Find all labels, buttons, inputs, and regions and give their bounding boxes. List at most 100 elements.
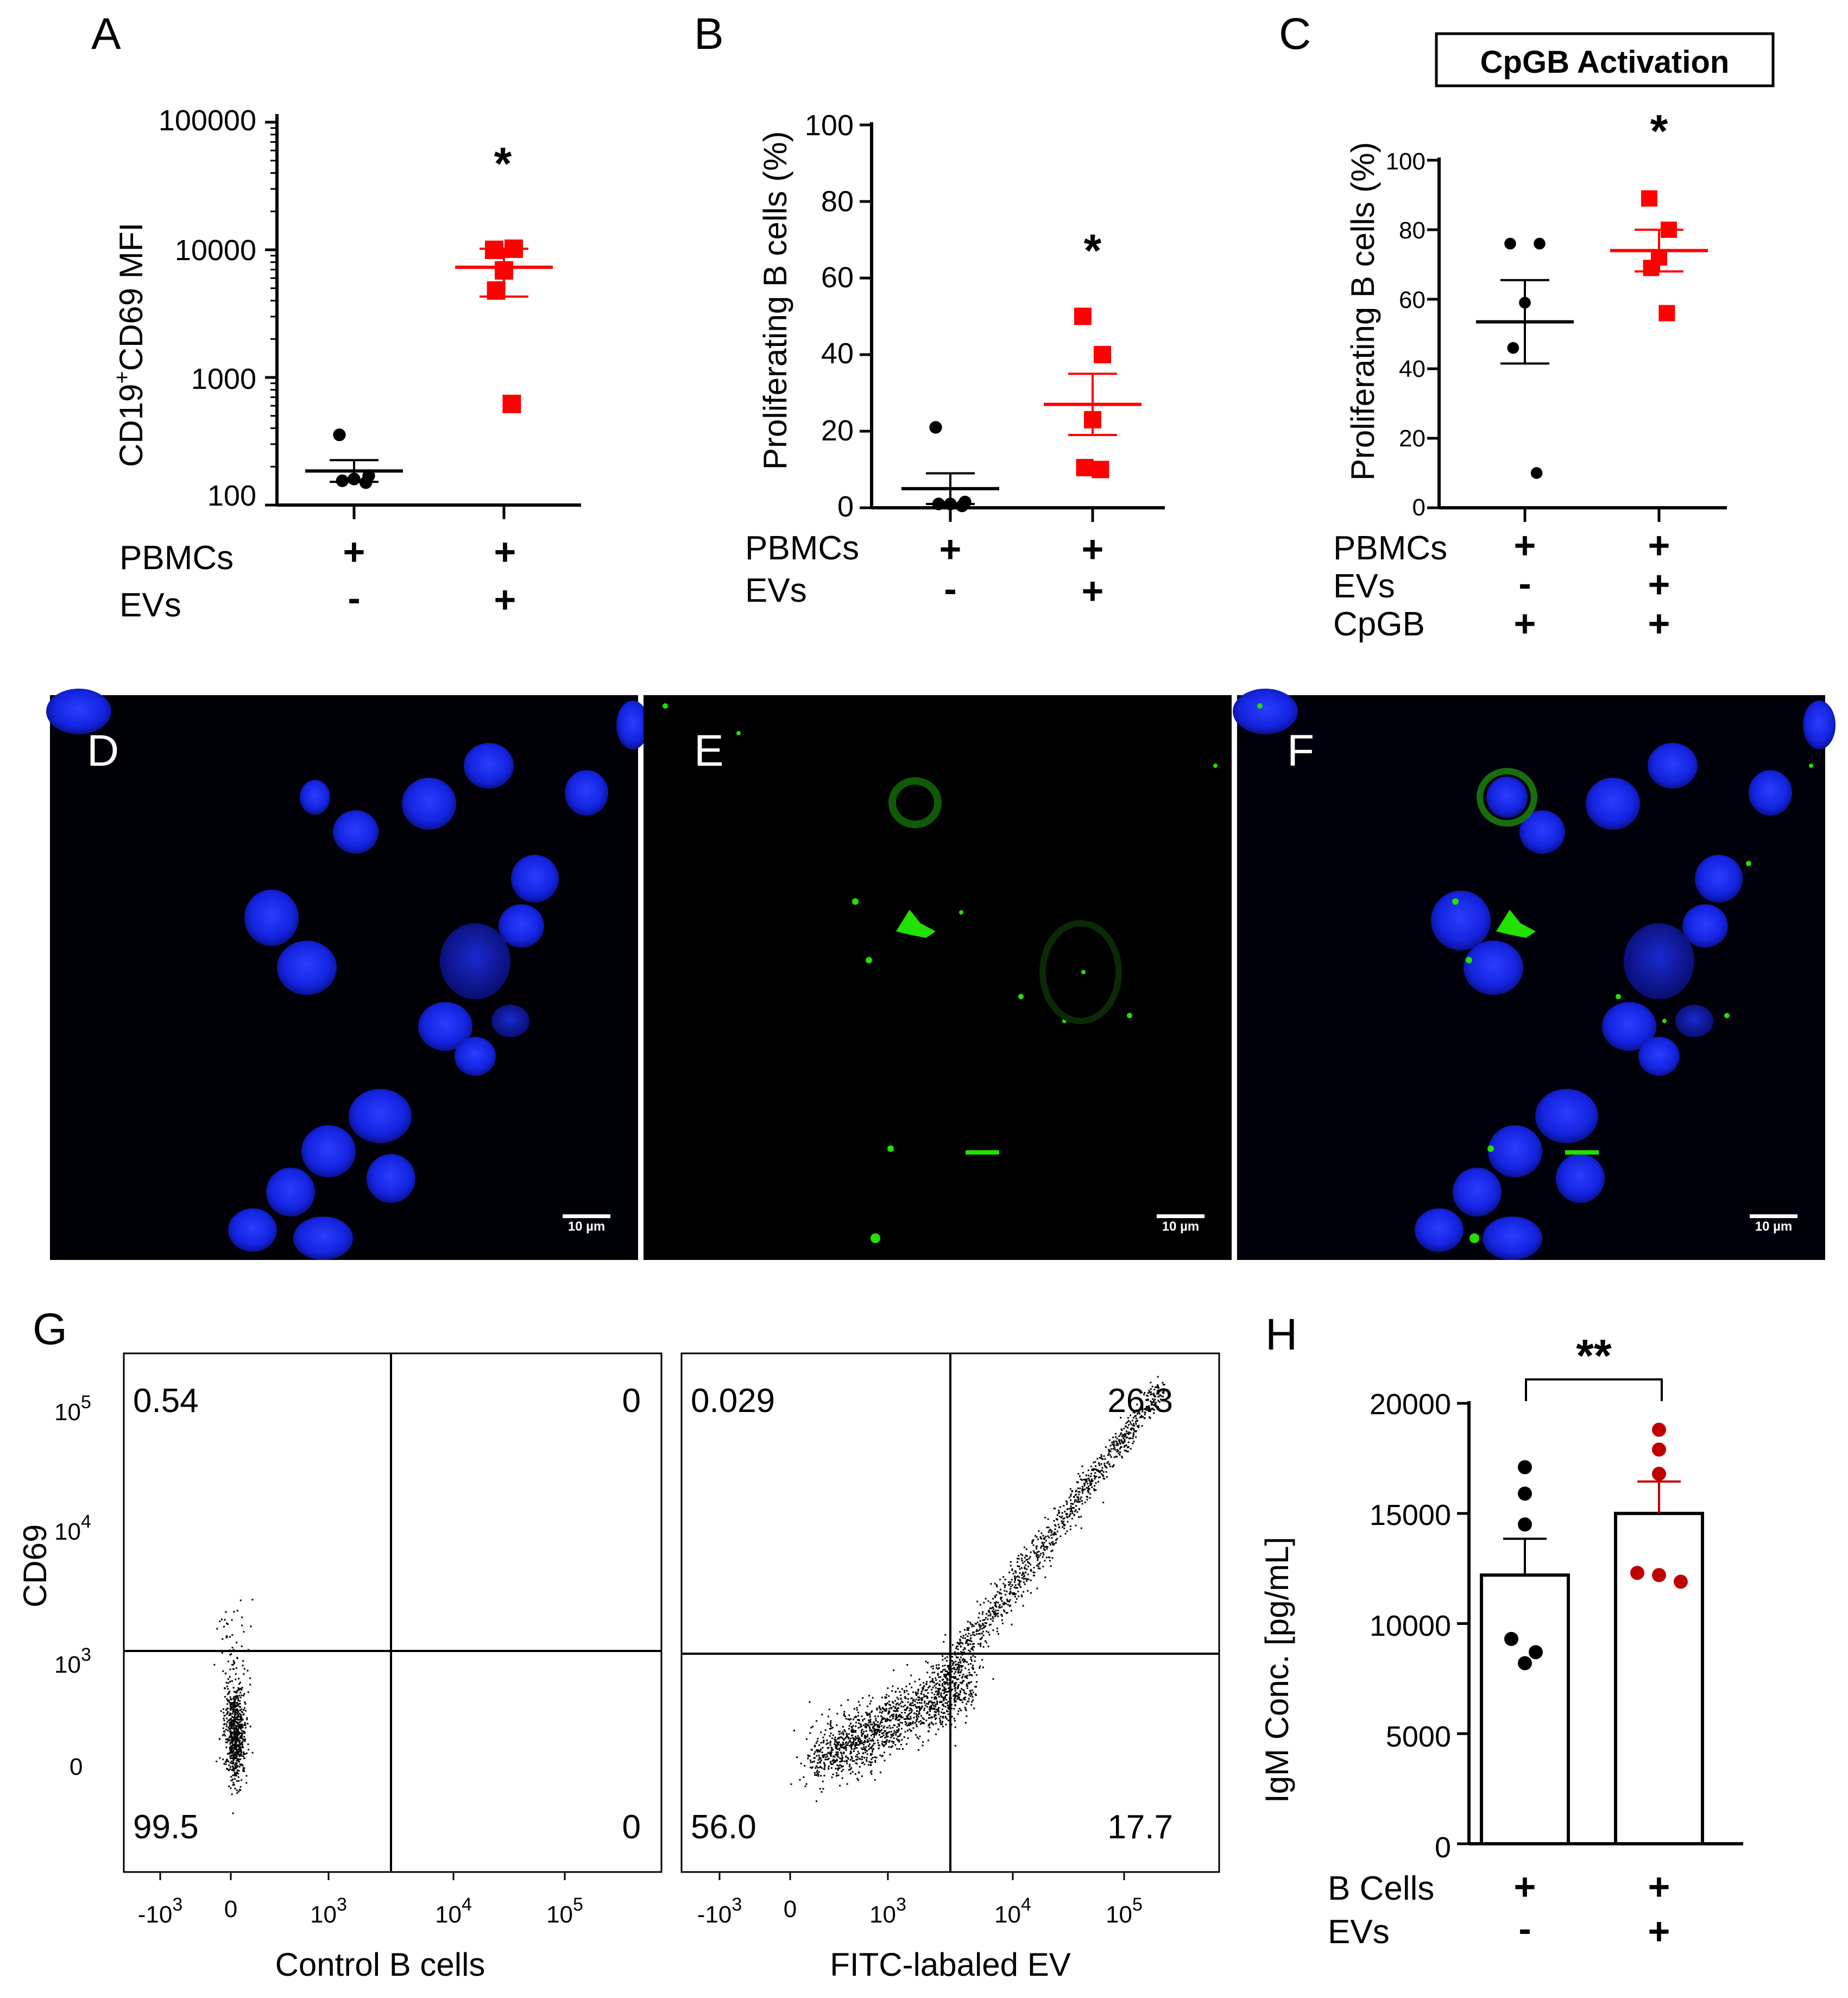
panel-g-left-event — [235, 1742, 237, 1744]
panel-g-right-event — [954, 1698, 956, 1700]
panel-c-sign: - — [1518, 562, 1531, 604]
panel-c-control-point — [1504, 237, 1516, 250]
panel-g-right-event — [805, 1738, 808, 1740]
panel-g-right-event — [861, 1742, 863, 1744]
panel-g-right-event — [856, 1709, 858, 1711]
panel-g-right-event — [935, 1697, 937, 1699]
panel-g-right-event — [909, 1729, 911, 1731]
panel-g-right-event — [1006, 1600, 1008, 1602]
panel-g-right-event — [911, 1710, 913, 1712]
panel-g-right-event — [1025, 1559, 1027, 1561]
panel-g-right-event — [935, 1698, 937, 1700]
panel-g-right-event — [943, 1674, 945, 1676]
panel-g-right-event — [933, 1707, 935, 1709]
panel-g-right-event — [948, 1687, 950, 1690]
panel-g-right-event — [1066, 1503, 1068, 1505]
panel-g-right-event — [1153, 1412, 1155, 1414]
panel-g-right-event — [879, 1711, 881, 1713]
panel-g-right-event — [1105, 1471, 1107, 1473]
panel-g-left-event — [244, 1731, 246, 1733]
panel-g-right-event — [865, 1726, 867, 1729]
panel-g-right-event — [862, 1748, 865, 1750]
panel-g-right-event — [928, 1701, 930, 1704]
panel-g-right-event — [851, 1726, 853, 1729]
panel-g-right-event — [926, 1689, 928, 1691]
panel-g-right-event — [893, 1713, 895, 1716]
panel-g-left-event — [236, 1771, 238, 1773]
panel-g-right-event — [1034, 1552, 1036, 1554]
panel-g-right-event — [981, 1636, 983, 1638]
panel-c: C CpGB Activation Proliferating B cells … — [1279, 9, 1775, 645]
panel-b-ev-point — [1074, 307, 1092, 325]
panel-g-right-event — [1042, 1566, 1044, 1568]
panel-g-left-event — [234, 1716, 236, 1718]
panel-g-left-event — [229, 1654, 231, 1656]
panel-g-right-event — [952, 1662, 954, 1665]
panel-g-right-event — [1010, 1585, 1012, 1587]
panel-g-right-event — [920, 1691, 923, 1693]
panel-g-right-event — [845, 1744, 847, 1747]
panel-g-left-event — [236, 1780, 238, 1782]
panel-g-right-event — [892, 1715, 894, 1717]
panel-g-right-event — [876, 1731, 879, 1733]
panel-g-right-event — [879, 1731, 881, 1733]
panel-g-left-event — [234, 1700, 236, 1702]
panel-g-right-event — [964, 1675, 967, 1677]
panel-g-left-event — [238, 1732, 241, 1735]
panel-g-right-event — [958, 1643, 960, 1645]
panel-g-right-event — [930, 1688, 932, 1691]
panel-g-right-event — [838, 1767, 841, 1769]
panel-g-left-event — [239, 1736, 242, 1738]
panel-g-right-event — [920, 1707, 922, 1710]
panel-g-right-event — [958, 1696, 960, 1698]
panel-g-right-event — [830, 1727, 832, 1729]
panel-g-right-event — [856, 1778, 859, 1780]
panel-g-right-event — [869, 1723, 872, 1725]
panel-g-right-event — [936, 1667, 938, 1669]
panel-g-left-event — [235, 1741, 237, 1743]
panel-g-right-event — [987, 1646, 989, 1648]
panel-h-letter: H — [1265, 1310, 1297, 1359]
panel-g-right-event — [1047, 1535, 1049, 1537]
panel-g-right-event — [1131, 1420, 1133, 1422]
panel-g-right-event — [926, 1681, 928, 1683]
panel-g-right-event — [887, 1687, 889, 1690]
panel-g-right-event — [1092, 1468, 1094, 1470]
panel-c-sign: + — [1514, 602, 1536, 645]
panel-g-left-event — [242, 1730, 244, 1732]
panel-g-right-event — [859, 1726, 861, 1728]
panel-g-right-event — [1025, 1554, 1027, 1556]
panel-g-right-event — [959, 1681, 961, 1684]
panel-g-right-event — [927, 1692, 929, 1694]
panel-h-point — [1518, 1517, 1532, 1532]
panel-g-right-event — [880, 1721, 882, 1723]
panel-g-right-event — [960, 1636, 962, 1638]
panel-g-right-event — [955, 1682, 957, 1684]
panel-g-right-event — [873, 1723, 875, 1725]
panel-g-right-event — [841, 1755, 843, 1757]
panel-g-right-event — [1145, 1405, 1147, 1408]
panel-g-right-event — [884, 1720, 886, 1722]
panel-g-right-event — [984, 1622, 986, 1624]
panel-g-right-event — [966, 1661, 968, 1663]
panel-g-left-event — [231, 1736, 233, 1738]
panel-g-right-event — [1084, 1501, 1086, 1503]
panel-g-right-event — [983, 1602, 985, 1604]
panel-g-right-event — [884, 1736, 886, 1738]
panel-g-right-event — [1157, 1385, 1159, 1388]
panel-g-right-event — [873, 1730, 875, 1732]
panel-g-right-event — [1016, 1598, 1018, 1600]
panel-g-right-event — [1083, 1485, 1086, 1487]
panel-g-right-event — [989, 1615, 992, 1617]
panel-g-right-event — [896, 1726, 898, 1728]
panel-g-right-event — [810, 1767, 812, 1769]
panel-g-right-event — [899, 1722, 901, 1724]
panel-g-right-event — [860, 1732, 862, 1734]
panel-g-left-event — [236, 1760, 238, 1762]
panel-g-right-event — [954, 1693, 956, 1695]
panel-g-right-event — [959, 1631, 961, 1633]
panel-g-right-event — [937, 1708, 939, 1710]
panel-g-right-event — [920, 1698, 922, 1700]
panel-g-left-event — [237, 1791, 239, 1793]
panel-g-right-event — [1134, 1430, 1136, 1432]
